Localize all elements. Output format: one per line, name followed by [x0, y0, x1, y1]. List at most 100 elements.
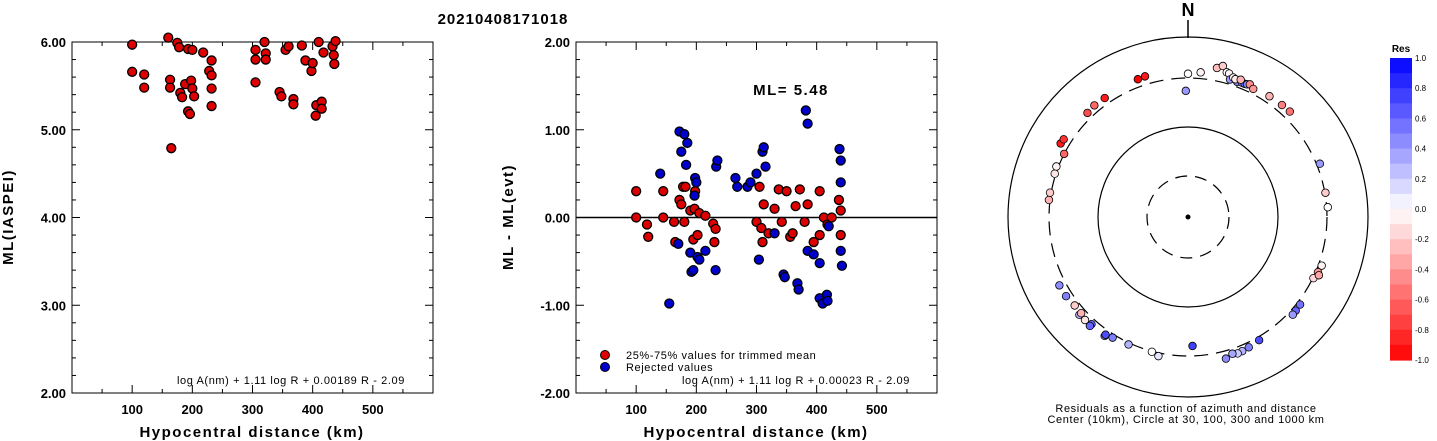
- rejected-point: [689, 190, 700, 201]
- rejected-point: [793, 284, 804, 295]
- rejected-point: [834, 143, 845, 155]
- data-point: [313, 36, 324, 48]
- station-point: [1100, 93, 1109, 103]
- rejected-point: [685, 247, 696, 258]
- trimmed-point: [676, 199, 687, 210]
- colorbar-cell: [1390, 148, 1412, 165]
- rejected-point: [800, 105, 811, 116]
- station-point: [1254, 335, 1264, 345]
- rejected-point: [769, 228, 780, 239]
- trimmed-point: [794, 184, 805, 195]
- x-tick-label: 300: [746, 402, 768, 417]
- station-point: [1101, 330, 1110, 339]
- data-point: [176, 92, 188, 103]
- station-point: [1285, 107, 1295, 116]
- rejected-point: [808, 249, 819, 260]
- x-tick-label: 400: [806, 402, 828, 417]
- colorbar-tick-label: 1.0: [1415, 54, 1427, 63]
- panel-ml-iaspei: 100 200 300 400 500 2.00 3.00 4.00 5.00 6.00 ML(I…: [0, 32, 434, 441]
- colorbar-tick-label: -0.4: [1415, 265, 1429, 274]
- data-point: [187, 44, 198, 56]
- data-point: [127, 66, 138, 77]
- data-point: [259, 36, 270, 48]
- data-point: [206, 70, 217, 81]
- ml-value-label: ML= 5.48: [753, 82, 829, 99]
- data-point: [318, 47, 329, 58]
- station-point: [1085, 321, 1095, 331]
- station-point: [1196, 68, 1205, 77]
- legend-marker-rejected: [600, 362, 610, 372]
- data-point: [288, 99, 299, 110]
- station-point: [1108, 333, 1117, 342]
- rejected-point: [823, 221, 834, 232]
- trimmed-point: [769, 203, 780, 214]
- station-point: [1050, 169, 1059, 178]
- colorbar-tick-label: 0.8: [1415, 84, 1427, 93]
- station-point: [1183, 69, 1193, 78]
- trimmed-point: [658, 186, 669, 197]
- colorbar: Res 1.0 0.8 0.6 0.4 0.2 0.0 -0.2 -0.4 -0.6 -0.8 -1…: [1390, 44, 1429, 365]
- rejected-point: [732, 181, 743, 192]
- trimmed-point: [643, 231, 654, 242]
- data-point: [296, 40, 307, 51]
- trimmed-point: [692, 229, 703, 241]
- trimmed-point: [641, 219, 653, 230]
- plot-frame: [71, 41, 434, 394]
- station-point: [1070, 301, 1079, 310]
- x-tick-label: 100: [121, 402, 143, 417]
- rejected-point: [760, 161, 771, 172]
- station-point: [1181, 86, 1190, 96]
- ring-100km: [1097, 126, 1279, 308]
- data-point: [198, 47, 209, 58]
- rejected-point: [673, 238, 684, 249]
- colorbar-tick-label: -0.6: [1415, 296, 1429, 305]
- data-point: [184, 108, 196, 120]
- data-point: [316, 103, 327, 114]
- colorbar-cell: [1390, 254, 1412, 270]
- station-point: [1044, 195, 1054, 205]
- colorbar-cell: [1390, 329, 1412, 346]
- formula-label: log A(nm) + 1.11 log R + 0.00189 R - 2.0…: [177, 375, 405, 387]
- formula-label: log A(nm) + 1.11 log R + 0.00023 R - 2.0…: [682, 375, 910, 387]
- colorbar-tick-label: -0.8: [1415, 326, 1429, 335]
- rejected-point: [822, 295, 833, 307]
- rejected-point: [676, 146, 687, 157]
- x-axis-label: Hypocentral distance (km): [139, 424, 364, 441]
- trimmed-point: [758, 199, 769, 210]
- station-point: [1295, 300, 1305, 309]
- panel-ml-residual: 100 200 300 400 500 -2.00 -1.00 0.00 1.00 2.00 ML…: [500, 35, 938, 441]
- ring-1000km: [1007, 36, 1369, 398]
- y-tick-label: 3.00: [41, 298, 66, 313]
- colorbar-cell: [1390, 344, 1412, 361]
- data-point: [139, 69, 150, 80]
- trimmed-point: [802, 199, 813, 210]
- trimmed-point: [709, 236, 720, 248]
- rejected-point: [691, 177, 702, 188]
- trimmed-point: [790, 200, 801, 212]
- trimmed-point: [833, 194, 845, 206]
- colorbar-cell: [1390, 133, 1412, 150]
- colorbar-cell: [1390, 224, 1412, 240]
- trimmed-point: [835, 205, 846, 216]
- data-point: [164, 82, 176, 93]
- station-point: [1218, 61, 1228, 71]
- data-point: [329, 58, 340, 70]
- station-point: [1265, 92, 1274, 101]
- station-point: [1188, 341, 1197, 351]
- x-tick-label: 500: [866, 402, 888, 417]
- colorbar-cell: [1390, 284, 1412, 301]
- rejected-point: [751, 168, 762, 179]
- colorbar-cell: [1390, 73, 1412, 89]
- colorbar-cell: [1390, 193, 1412, 210]
- rejected-point: [753, 254, 765, 265]
- colorbar-cell: [1390, 88, 1412, 104]
- rejected-point: [680, 159, 692, 171]
- trimmed-point: [756, 222, 767, 234]
- x-axis-label: Hypocentral distance (km): [643, 424, 868, 441]
- legend-marker-trimmed: [600, 350, 610, 360]
- station-point: [1090, 101, 1099, 110]
- rejected-point: [679, 128, 690, 140]
- station-point: [1076, 308, 1086, 318]
- trimmed-point: [700, 210, 711, 221]
